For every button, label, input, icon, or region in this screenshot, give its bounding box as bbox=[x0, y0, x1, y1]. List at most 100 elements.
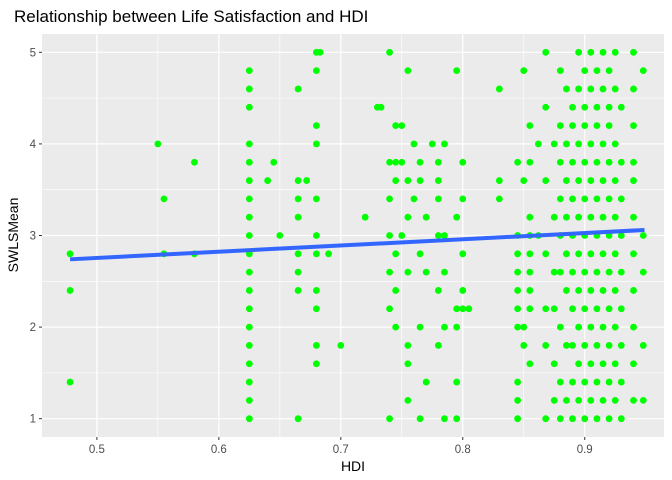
data-point bbox=[593, 158, 601, 166]
data-point bbox=[605, 342, 613, 349]
data-point bbox=[316, 48, 324, 56]
data-point bbox=[434, 287, 442, 294]
data-point bbox=[542, 103, 550, 111]
data-point bbox=[416, 323, 424, 331]
data-point bbox=[569, 415, 576, 423]
data-point bbox=[542, 415, 550, 423]
data-point bbox=[453, 323, 461, 331]
data-point bbox=[575, 85, 583, 93]
data-point bbox=[617, 342, 625, 349]
data-point bbox=[313, 305, 320, 313]
data-point bbox=[294, 213, 302, 221]
data-point bbox=[453, 378, 461, 386]
data-point bbox=[599, 250, 607, 258]
data-point bbox=[563, 177, 570, 184]
data-point bbox=[416, 415, 424, 423]
data-point bbox=[66, 287, 74, 294]
data-point bbox=[526, 287, 534, 294]
data-point bbox=[639, 268, 647, 276]
data-point bbox=[599, 48, 607, 56]
data-point bbox=[520, 177, 528, 184]
data-point bbox=[630, 396, 637, 404]
y-tick-label: 3 bbox=[30, 231, 36, 243]
data-point bbox=[587, 360, 595, 368]
data-point bbox=[245, 177, 253, 184]
data-point bbox=[386, 268, 393, 276]
data-point bbox=[581, 158, 589, 166]
data-point bbox=[520, 67, 528, 75]
data-point bbox=[514, 305, 522, 313]
data-point bbox=[575, 287, 583, 294]
data-point bbox=[639, 232, 647, 239]
data-point bbox=[245, 360, 253, 368]
data-point bbox=[575, 250, 583, 258]
data-point bbox=[245, 323, 253, 331]
data-point bbox=[581, 415, 589, 423]
data-point bbox=[563, 396, 570, 404]
data-point bbox=[599, 140, 607, 148]
data-point bbox=[325, 250, 333, 258]
data-point bbox=[428, 140, 436, 148]
data-point bbox=[639, 342, 647, 349]
data-point bbox=[605, 305, 613, 313]
data-point bbox=[434, 342, 442, 349]
data-point bbox=[404, 360, 412, 368]
data-point bbox=[599, 287, 607, 294]
data-point bbox=[611, 48, 619, 56]
data-point bbox=[605, 378, 613, 386]
data-point bbox=[587, 85, 595, 93]
data-point bbox=[313, 287, 320, 294]
data-point bbox=[245, 268, 253, 276]
data-point bbox=[550, 213, 558, 221]
data-point bbox=[611, 213, 619, 221]
data-point bbox=[556, 323, 564, 331]
data-point bbox=[404, 268, 412, 276]
data-point bbox=[270, 158, 278, 166]
data-point bbox=[160, 195, 168, 203]
data-point bbox=[575, 323, 583, 331]
data-point bbox=[313, 250, 320, 258]
data-point bbox=[337, 342, 345, 349]
data-point bbox=[514, 378, 522, 386]
data-point bbox=[386, 415, 393, 423]
data-point bbox=[630, 213, 637, 221]
x-tick-label: 0.6 bbox=[211, 444, 227, 456]
y-tick-label: 5 bbox=[30, 47, 36, 59]
data-point bbox=[605, 158, 613, 166]
data-point bbox=[575, 177, 583, 184]
data-point bbox=[398, 158, 406, 166]
data-point bbox=[617, 195, 625, 203]
data-point bbox=[569, 195, 576, 203]
data-point bbox=[556, 378, 564, 386]
data-point bbox=[611, 323, 619, 331]
data-point bbox=[587, 323, 595, 331]
data-point bbox=[520, 323, 528, 331]
data-point bbox=[630, 177, 637, 184]
data-point bbox=[459, 287, 467, 294]
data-point bbox=[245, 103, 253, 111]
data-point bbox=[520, 342, 528, 349]
data-point bbox=[617, 103, 625, 111]
data-point bbox=[611, 250, 619, 258]
data-point bbox=[245, 67, 253, 75]
data-point bbox=[587, 177, 595, 184]
data-point bbox=[294, 287, 302, 294]
data-point bbox=[264, 177, 272, 184]
data-point bbox=[313, 342, 320, 349]
data-point bbox=[581, 195, 589, 203]
data-point bbox=[416, 158, 424, 166]
data-point bbox=[550, 268, 558, 276]
data-point bbox=[556, 415, 564, 423]
data-point bbox=[630, 85, 637, 93]
data-point bbox=[453, 305, 461, 313]
x-tick-label: 0.8 bbox=[455, 444, 471, 456]
data-point bbox=[526, 122, 534, 129]
data-point bbox=[416, 177, 424, 184]
data-point bbox=[453, 67, 461, 75]
data-point bbox=[245, 140, 253, 148]
data-point bbox=[550, 305, 558, 313]
data-point bbox=[245, 287, 253, 294]
data-point bbox=[66, 250, 74, 258]
data-point bbox=[441, 268, 448, 276]
data-point bbox=[313, 140, 320, 148]
